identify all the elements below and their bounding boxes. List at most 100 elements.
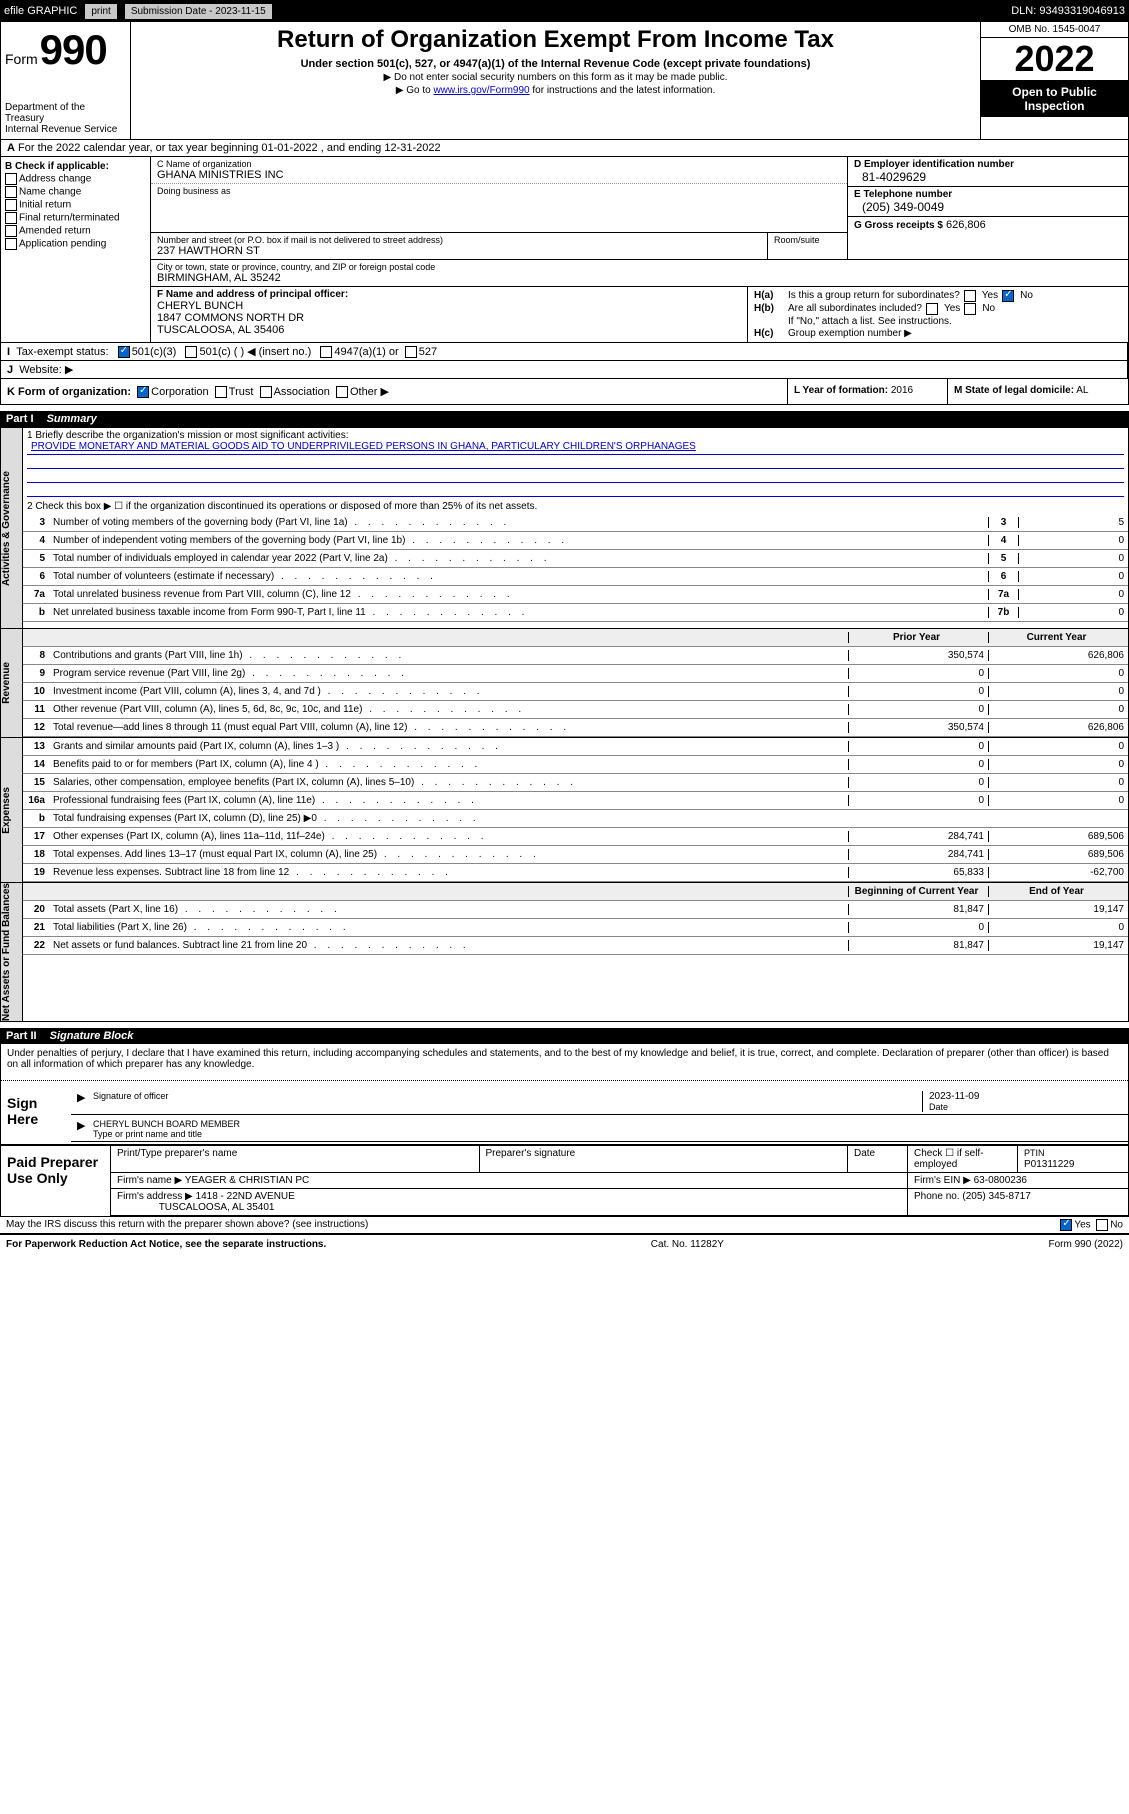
summary-row: 11Other revenue (Part VIII, column (A), … [23,701,1128,719]
org-name: GHANA MINISTRIES INC [157,169,841,181]
header-left: Form 990 Department of the Treasury Inte… [1,22,131,139]
irs-link[interactable]: www.irs.gov/Form990 [433,85,529,96]
check-amended[interactable] [5,225,17,237]
irs-label: Internal Revenue Service [5,124,126,135]
summary-row: 8Contributions and grants (Part VIII, li… [23,647,1128,665]
note-ssn: ▶ Do not enter social security numbers o… [139,72,972,83]
summary-row: 4Number of independent voting members of… [23,532,1128,550]
summary-row: 7aTotal unrelated business revenue from … [23,586,1128,604]
part-i-body: Activities & Governance 1 Briefly descri… [0,427,1129,1022]
dept-treasury: Department of the Treasury [5,102,126,124]
row-j: J Website: ▶ [0,361,1129,379]
header-center: Return of Organization Exempt From Incom… [131,22,980,139]
paid-preparer-block: Paid Preparer Use Only Print/Type prepar… [0,1145,1129,1217]
side-netassets: Net Assets or Fund Balances [1,883,22,1021]
check-4947[interactable] [320,346,332,358]
summary-row: 15Salaries, other compensation, employee… [23,774,1128,792]
side-governance: Activities & Governance [1,471,22,586]
check-other[interactable] [336,386,348,398]
check-trust[interactable] [215,386,227,398]
form-header: Form 990 Department of the Treasury Inte… [0,22,1129,140]
check-address-change[interactable] [5,173,17,185]
signature-block: Under penalties of perjury, I declare th… [0,1044,1129,1145]
row-i: I Tax-exempt status: 501(c)(3) 501(c) ( … [0,343,1129,361]
summary-row: 10Investment income (Part VIII, column (… [23,683,1128,701]
part-ii-header: Part II Signature Block [0,1028,1129,1044]
city-state-zip: BIRMINGHAM, AL 35242 [157,272,1122,284]
tax-year: 2022 [981,38,1128,81]
ha-no[interactable] [1002,290,1014,302]
summary-row: 21Total liabilities (Part X, line 26)00 [23,919,1128,937]
preparer-phone: (205) 345-8717 [962,1191,1030,1202]
summary-row: 3Number of voting members of the governi… [23,514,1128,532]
header-right: OMB No. 1545-0047 2022 Open to Public In… [980,22,1128,139]
ha-yes[interactable] [964,290,976,302]
summary-row: 16aProfessional fundraising fees (Part I… [23,792,1128,810]
side-revenue: Revenue [1,662,22,704]
year-formation: 2016 [891,385,913,396]
summary-row: 6Total number of volunteers (estimate if… [23,568,1128,586]
row-a: A For the 2022 calendar year, or tax yea… [0,140,1129,157]
summary-row: 17Other expenses (Part IX, column (A), l… [23,828,1128,846]
summary-row: 9Program service revenue (Part VIII, lin… [23,665,1128,683]
summary-row: 18Total expenses. Add lines 13–17 (must … [23,846,1128,864]
signature-date: 2023-11-09 [929,1091,1122,1102]
efile-label: efile GRAPHIC [4,5,77,17]
form-title: Return of Organization Exempt From Incom… [139,26,972,54]
page-footer: For Paperwork Reduction Act Notice, see … [0,1235,1129,1254]
print-button[interactable]: print [85,4,116,19]
check-final-return[interactable] [5,212,17,224]
discuss-yes[interactable] [1060,1219,1072,1231]
firm-name: YEAGER & CHRISTIAN PC [185,1175,309,1186]
omb-number: OMB No. 1545-0047 [981,22,1128,38]
summary-row: 12Total revenue—add lines 8 through 11 (… [23,719,1128,737]
check-501c[interactable] [185,346,197,358]
telephone: (205) 349-0049 [854,200,1122,214]
cat-no: Cat. No. 11282Y [651,1239,724,1250]
section-b: B Check if applicable: Address change Na… [1,157,151,342]
check-corp[interactable] [137,386,149,398]
firm-ein: 63-0800236 [974,1175,1027,1186]
street-address: 237 HAWTHORN ST [157,245,761,257]
hb-yes[interactable] [926,303,938,315]
check-527[interactable] [405,346,417,358]
check-name-change[interactable] [5,186,17,198]
form-subtitle: Under section 501(c), 527, or 4947(a)(1)… [139,58,972,70]
section-c-g: C Name of organization GHANA MINISTRIES … [151,157,1128,342]
summary-row: 20Total assets (Part X, line 16)81,84719… [23,901,1128,919]
summary-row: bNet unrelated business taxable income f… [23,604,1128,622]
part-i-header: Part I Summary [0,411,1129,427]
summary-row: 22Net assets or fund balances. Subtract … [23,937,1128,955]
discuss-no[interactable] [1096,1219,1108,1231]
check-501c3[interactable] [118,346,130,358]
public-inspection: Open to Public Inspection [981,81,1128,117]
side-expenses: Expenses [1,787,22,834]
signature-arrow-icon-2: ▶ [77,1119,93,1139]
summary-row: 5Total number of individuals employed in… [23,550,1128,568]
summary-row: 19Revenue less expenses. Subtract line 1… [23,864,1128,882]
officer-name: CHERYL BUNCH [157,300,741,312]
check-initial-return[interactable] [5,199,17,211]
summary-row: 14Benefits paid to or for members (Part … [23,756,1128,774]
officer-signature-name: CHERYL BUNCH BOARD MEMBER [93,1119,1122,1129]
ein: 81-4029629 [854,170,1122,184]
mission-text: PROVIDE MONETARY AND MATERIAL GOODS AID … [27,441,1124,455]
hb-no[interactable] [964,303,976,315]
summary-row: bTotal fundraising expenses (Part IX, co… [23,810,1128,828]
signature-arrow-icon: ▶ [77,1091,93,1112]
form-footer: Form 990 (2022) [1049,1239,1123,1250]
check-assoc[interactable] [260,386,272,398]
row-klm: K Form of organization: Corporation Trus… [0,379,1129,405]
check-app-pending[interactable] [5,238,17,250]
domicile-state: AL [1076,385,1088,396]
summary-row: 13Grants and similar amounts paid (Part … [23,738,1128,756]
dln-label: DLN: 93493319046913 [1011,5,1125,17]
note-link: ▶ Go to www.irs.gov/Form990 for instruct… [139,85,972,96]
main-grid: B Check if applicable: Address change Na… [0,157,1129,343]
form-number: 990 [40,26,107,74]
ptin: P01311229 [1024,1159,1074,1170]
submission-date-button[interactable]: Submission Date - 2023-11-15 [125,4,272,19]
form-word: Form [5,51,38,67]
efile-topbar: efile GRAPHIC print Submission Date - 20… [0,0,1129,22]
gross-receipts: 626,806 [946,219,986,231]
